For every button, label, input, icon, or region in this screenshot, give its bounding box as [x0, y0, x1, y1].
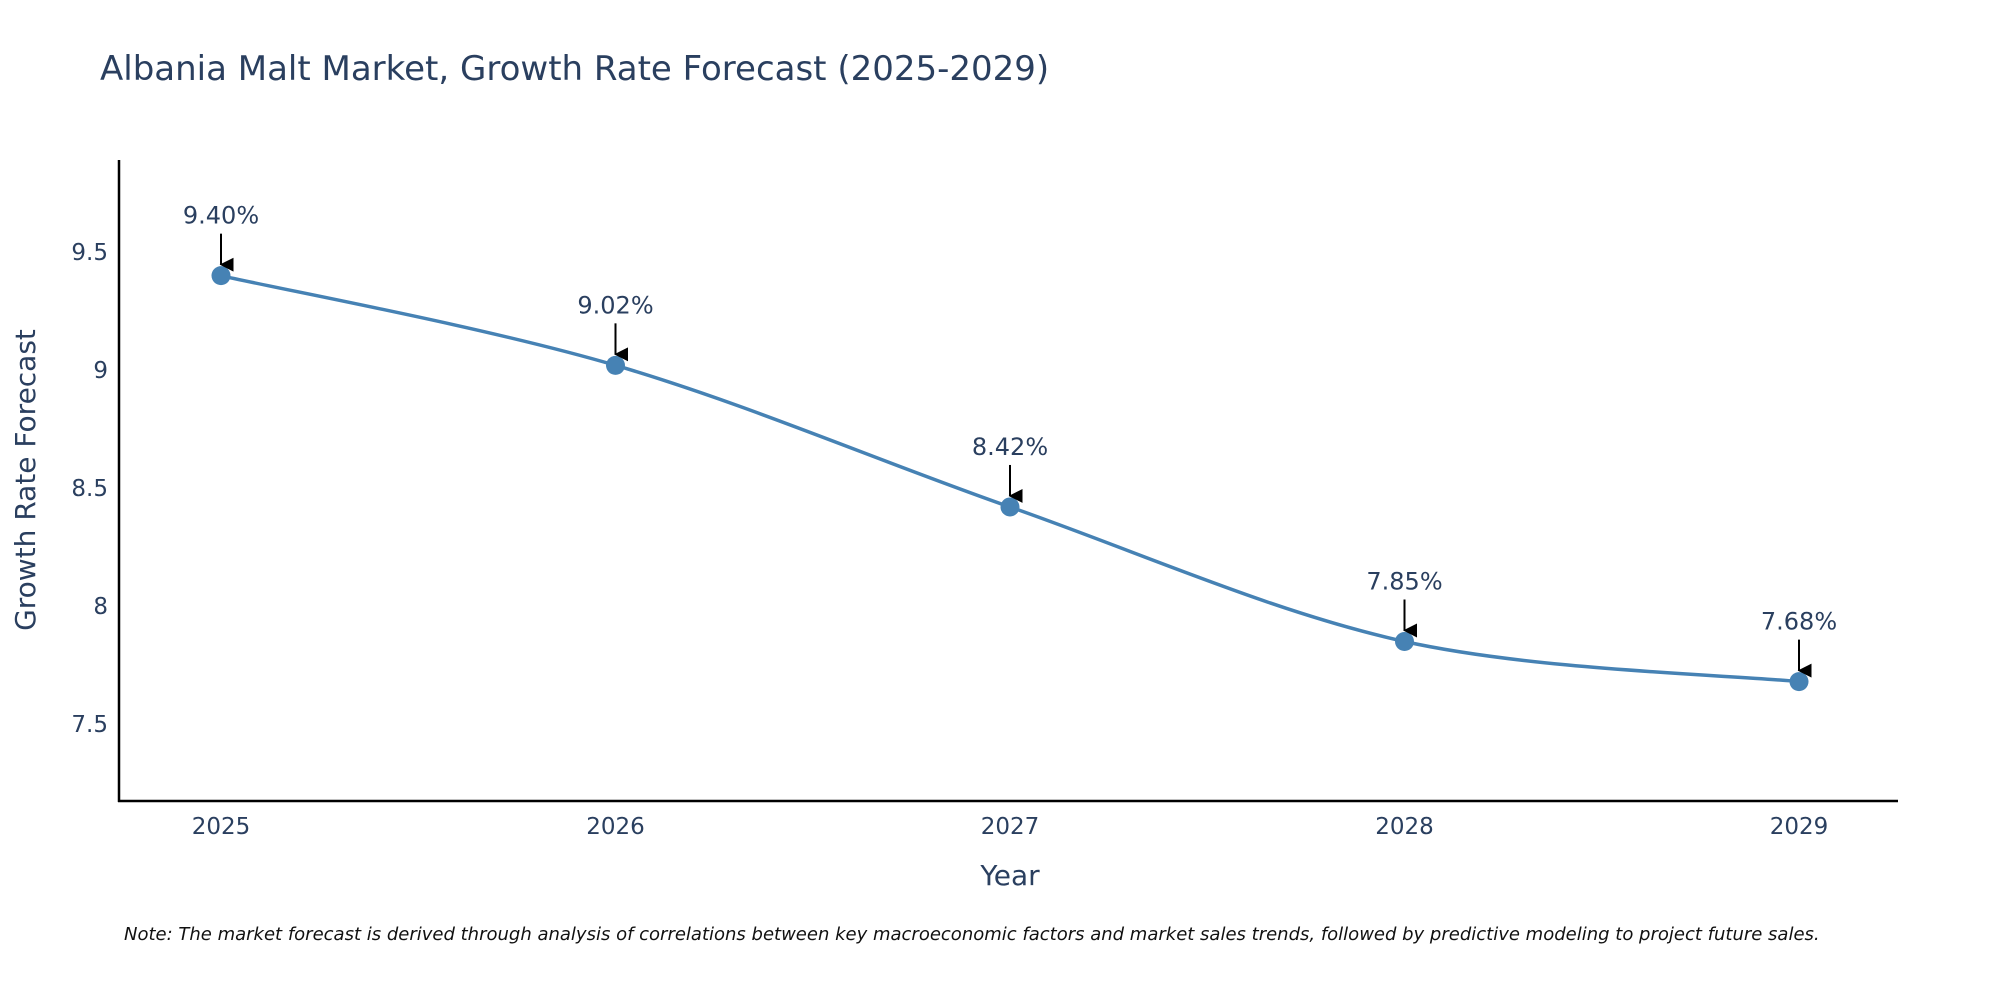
- data-label-2028: 7.85%: [1366, 568, 1442, 596]
- data-point-2026: [606, 355, 625, 375]
- data-point-2029: [1789, 672, 1809, 692]
- x-axis-label: Year: [979, 859, 1040, 892]
- data-point-2025: [211, 266, 231, 286]
- y-tick-label-9-5: 9.5: [71, 240, 108, 266]
- y-tick-label-7-5: 7.5: [71, 712, 108, 738]
- x-tick-labels: 2025 2026 2027 2028 2029: [192, 814, 1829, 840]
- chart-note: Note: The market forecast is derived thr…: [124, 924, 1820, 945]
- x-tick-label-2029: 2029: [1770, 814, 1829, 840]
- y-tick-labels: 7.5 8 8.5 9 9.5: [71, 240, 108, 738]
- chart-title: Albania Malt Market, Growth Rate Forecas…: [100, 49, 1049, 89]
- y-tick-label-9: 9: [93, 358, 108, 384]
- x-tick-label-2025: 2025: [192, 814, 251, 840]
- x-tick-label-2027: 2027: [981, 814, 1040, 840]
- data-label-2029: 7.68%: [1761, 608, 1837, 636]
- data-label-2026: 9.02%: [577, 291, 653, 319]
- y-tick-label-8: 8: [93, 594, 108, 620]
- x-tick-label-2026: 2026: [586, 814, 645, 840]
- data-label-2027: 8.42%: [972, 433, 1048, 461]
- y-tick-label-8-5: 8.5: [71, 476, 108, 502]
- data-point-2027: [1000, 497, 1020, 517]
- data-annotations: 9.40% 9.02% 8.42% 7.85% 7.68%: [183, 202, 1837, 678]
- x-tick-label-2028: 2028: [1375, 814, 1434, 840]
- data-point-2028: [1395, 632, 1414, 651]
- y-axis-label: Growth Rate Forecast: [9, 329, 42, 631]
- data-label-2025: 9.40%: [183, 202, 259, 230]
